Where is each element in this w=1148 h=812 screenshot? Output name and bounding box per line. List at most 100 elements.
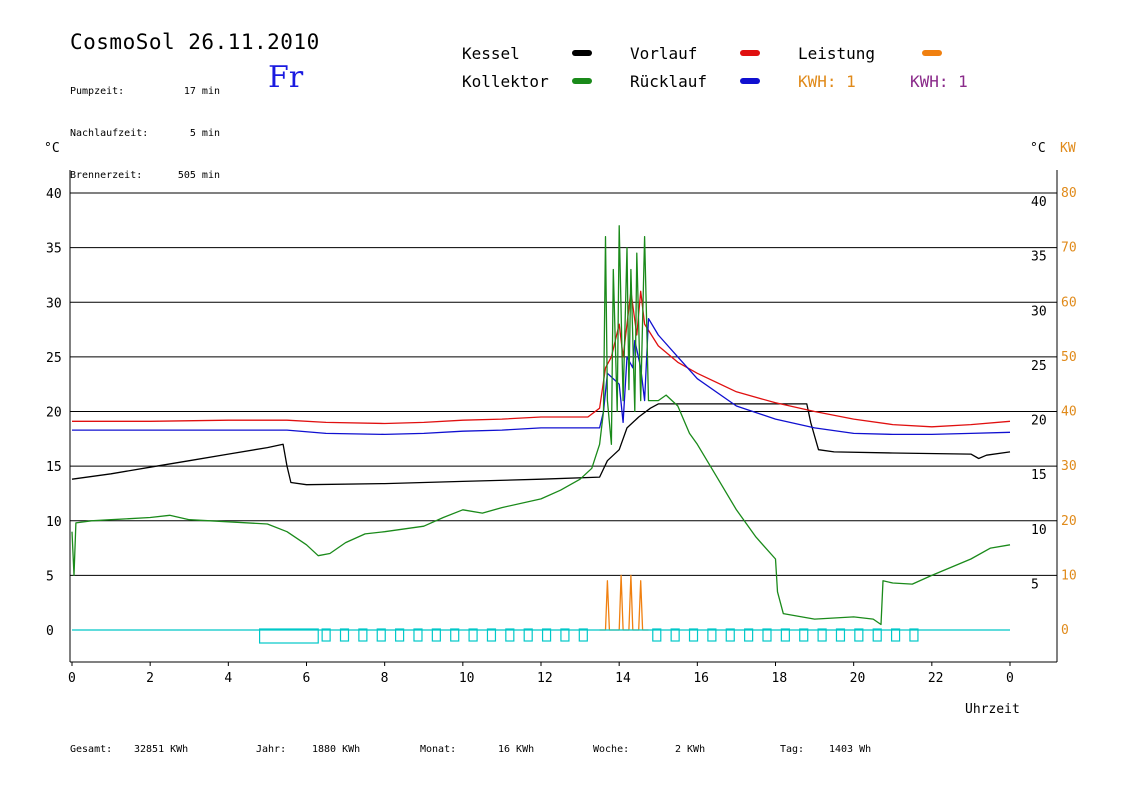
y-right-tick-label: 30 [1031,304,1047,319]
footer-monat-value: 16 KWh [498,744,535,755]
y-tick-label: 25 [46,351,62,366]
x-tick-label: 18 [772,671,788,686]
footer-gesamt-value: 32851 KWh [134,744,189,755]
info-row-pumpzeit: Pumpzeit: 17 min [70,86,220,97]
y2-tick-label: 30 [1061,459,1077,474]
legend-kwh-purple: KWH: 1 [910,72,968,91]
energy-footer: Gesamt: 32851 KWh Jahr: 1880 KWh Monat: … [70,744,909,755]
x-tick-label: 8 [381,671,389,686]
pump-box [762,628,772,642]
pump-box [817,628,827,642]
footer-woche-label: Woche: [593,744,630,755]
footer-tag-value: 1403 Wh [829,744,872,755]
legend-vorlauf-label: Vorlauf [630,44,698,63]
pump-box [799,628,809,642]
pump-info: Pumpzeit: 17 min Nachlaufzeit: 5 min Brenn… [70,57,220,197]
legend-leistung-swatch [922,50,942,56]
x-tick-label: 6 [303,671,311,686]
y-right-tick-label: 25 [1031,359,1047,374]
y-right-tick-label: 40 [1031,195,1047,210]
legend-ruecklauf-label: Rücklauf [630,72,708,91]
pump-box [707,628,717,642]
pump-box [431,628,441,642]
y-tick-label: 10 [46,515,62,530]
legend-kwh-orange: KWH: 1 [798,72,856,91]
y2-tick-label: 80 [1061,186,1077,201]
y-tick-label: 5 [46,569,54,584]
y-tick-label: 15 [46,460,62,475]
pump-box [670,628,680,642]
y-right-tick-label: 15 [1031,468,1047,483]
y-tick-label: 35 [46,242,62,257]
x-tick-label: 16 [693,671,709,686]
pump-box [725,628,735,642]
left-axis-unit: °C [44,141,60,156]
y2-tick-label: 0 [1061,623,1069,638]
pump-box [413,628,423,642]
right-axis-unit: °C [1030,141,1046,156]
y-tick-label: 0 [46,624,54,639]
legend-leistung-label: Leistung [798,44,876,63]
y2-tick-label: 10 [1061,568,1077,583]
y-tick-label: 30 [46,296,62,311]
legend-kessel-swatch [572,50,592,56]
pump-box [835,628,846,642]
x-tick-label: 22 [928,671,944,686]
y-right-tick-label: 10 [1031,523,1047,538]
x-tick-label: 12 [537,671,553,686]
y2-tick-label: 40 [1061,405,1077,420]
x-tick-label: 0 [68,671,76,686]
series-vorlauf [72,290,1011,428]
pump-box [468,628,478,642]
y-tick-label: 40 [46,187,62,202]
footer-woche-value: 2 KWh [675,744,706,755]
legend-kollektor-swatch [572,78,592,84]
info-row-nachlaufzeit: Nachlaufzeit: 5 min [70,128,220,139]
pump-box [395,628,405,642]
x-tick-label: 2 [146,671,154,686]
weekday-label: Fr [268,60,304,95]
pump-box [339,628,350,642]
info-row-brennerzeit: Brennerzeit: 505 min [70,170,220,181]
y-right-tick-label: 35 [1031,250,1047,265]
pump-box [578,628,588,642]
pump-box [780,628,790,642]
x-tick-label: 20 [850,671,866,686]
y-right-tick-label: 20 [1031,414,1047,429]
series-leistung [599,574,649,631]
pump-box [541,628,552,642]
pump-box [909,628,919,642]
x-axis-label: Uhrzeit [965,702,1020,717]
footer-gesamt-label: Gesamt: [70,744,113,755]
footer-jahr-value: 1880 KWh [312,744,361,755]
y2-tick-label: 60 [1061,295,1077,310]
y2-tick-label: 70 [1061,241,1077,256]
pump-box [259,628,319,644]
pump-box [688,628,699,642]
pump-box [321,628,331,642]
pump-box [450,628,460,642]
x-tick-label: 10 [459,671,475,686]
pump-box [523,628,533,642]
pump-box [376,628,386,642]
footer-jahr-label: Jahr: [256,744,287,755]
x-tick-label: 4 [224,671,232,686]
pump-box [872,628,882,642]
y2-tick-label: 50 [1061,350,1077,365]
pump-box [744,628,754,642]
footer-tag-label: Tag: [780,744,805,755]
footer-monat-label: Monat: [420,744,457,755]
pump-box [890,628,901,642]
pump-box [560,628,570,642]
legend-ruecklauf-swatch [740,78,760,84]
y-right-tick-label: 5 [1031,577,1039,592]
legend-vorlauf-swatch [740,50,760,56]
pump-box [854,628,864,642]
legend-kessel-label: Kessel [462,44,520,63]
x-tick-label: 0 [1006,671,1014,686]
x-tick-label: 14 [615,671,631,686]
pump-box [358,628,368,642]
pump-box [652,628,662,642]
series-kessel [71,403,1011,486]
